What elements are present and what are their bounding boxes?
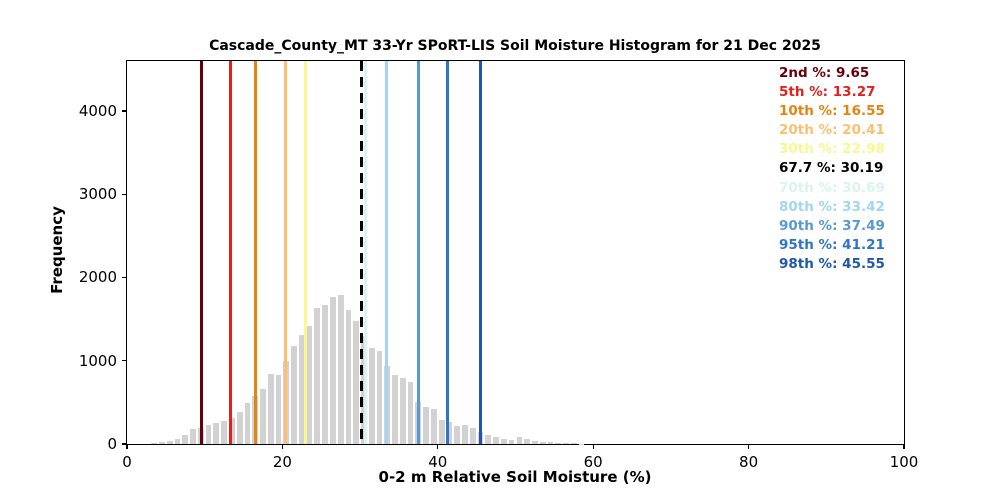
histogram-bar — [532, 440, 538, 444]
histogram-bar — [306, 326, 313, 444]
y-tick — [122, 360, 127, 362]
x-tick — [126, 444, 128, 449]
x-tick-label: 20 — [272, 453, 292, 471]
percentile-line — [254, 61, 258, 444]
histogram-bar — [485, 434, 492, 444]
plot-area: 0 20 40 60 80 100 0 1000 2000 3000 4000 2nd %: 9.65… — [79, 60, 918, 471]
x-tick-label: 40 — [428, 453, 448, 471]
y-tick-label: 0 — [107, 435, 117, 453]
x-tick-label: 80 — [739, 453, 759, 471]
histogram-bar — [260, 389, 266, 444]
histogram-bar — [151, 442, 158, 444]
histogram-bar — [322, 304, 329, 444]
histogram-bar — [182, 435, 189, 444]
legend-entry: 90th %: 37.49 — [779, 217, 885, 234]
histogram-bar — [337, 294, 344, 444]
histogram-bar — [431, 408, 437, 444]
legend-entry: 2nd %: 9.65 — [779, 65, 870, 81]
x-tick — [903, 444, 905, 449]
percentile-line — [445, 61, 449, 444]
x-tick — [281, 444, 283, 449]
x-axis-label: 0-2 m Relative Soil Moisture (%) — [378, 468, 652, 486]
histogram-bar — [493, 436, 499, 444]
x-tick-label: 100 — [889, 453, 919, 471]
y-tick-label: 1000 — [78, 351, 117, 370]
legend-entry: 5th %: 13.27 — [779, 84, 876, 101]
percentile-line — [200, 61, 204, 444]
percentile-line — [479, 61, 483, 444]
histogram-bar — [236, 411, 243, 444]
histogram-bar — [563, 443, 569, 444]
legend-entry: 95th %: 41.21 — [779, 236, 885, 253]
percentile-line — [385, 61, 389, 444]
legend-entry: 98th %: 45.55 — [779, 255, 885, 272]
histogram-bar — [345, 309, 352, 444]
legend-entry: 67.7 %: 30.19 — [779, 160, 884, 177]
histogram-bar — [330, 297, 336, 444]
histogram-bar — [399, 378, 406, 444]
histogram-bar — [516, 437, 523, 444]
x-tick-label: 60 — [583, 453, 603, 471]
histogram-bar — [190, 429, 196, 444]
histogram-bar — [244, 403, 251, 444]
histogram-bar — [555, 442, 562, 444]
y-tick-label: 2000 — [78, 268, 117, 287]
percentile-line — [363, 61, 367, 444]
y-tick — [122, 276, 127, 279]
histogram-bar — [462, 424, 468, 444]
percentile-line — [359, 61, 364, 444]
histogram-bar — [570, 443, 577, 444]
histogram-bar — [275, 374, 282, 444]
x-tick — [437, 444, 439, 449]
histogram-bar — [291, 346, 297, 444]
histogram-bar — [407, 381, 414, 444]
histogram-bar — [500, 439, 507, 444]
y-tick — [122, 110, 127, 112]
histogram-bar — [298, 334, 305, 444]
histogram-bar — [508, 439, 515, 444]
y-tick-label: 4000 — [78, 101, 117, 120]
histogram-bar — [174, 438, 181, 444]
histogram-bar — [547, 442, 554, 444]
y-tick — [122, 193, 127, 195]
legend-entry: 30th %: 22.98 — [779, 141, 885, 158]
histogram-bar — [438, 419, 445, 444]
histogram-bar — [159, 442, 165, 444]
histogram-bar — [314, 307, 321, 444]
histogram-bar — [524, 439, 531, 444]
chart-title: Cascade_County_MT 33-Yr SPoRT-LIS Soil M… — [209, 38, 821, 54]
x-tick — [592, 444, 594, 449]
histogram-bar — [213, 423, 220, 444]
histogram-bar — [368, 347, 375, 444]
x-tick-label: 0 — [122, 453, 132, 471]
x-tick — [748, 444, 750, 449]
histogram-bar — [454, 426, 461, 444]
histogram-bar — [539, 441, 546, 444]
y-axis-label: Frequency — [48, 206, 66, 294]
histogram-bar — [166, 441, 173, 444]
histogram-bar — [376, 351, 383, 444]
legend-entry: 80th %: 33.42 — [779, 198, 885, 215]
y-tick — [122, 443, 127, 445]
y-tick-label: 3000 — [78, 185, 117, 204]
histogram-bar — [469, 427, 476, 444]
legend-entry: 10th %: 16.55 — [779, 103, 885, 120]
legend-entry: 70th %: 30.69 — [779, 179, 885, 196]
percentile-line — [228, 61, 232, 444]
histogram-bar — [229, 417, 235, 444]
legend-entry: 20th %: 20.41 — [779, 122, 885, 139]
percentile-line — [416, 61, 420, 444]
histogram-bar — [267, 374, 274, 444]
percentile-line — [304, 61, 308, 444]
histogram-bar — [446, 421, 453, 444]
percentile-line — [284, 61, 288, 444]
histogram-bar — [423, 406, 430, 444]
histogram-bar — [205, 425, 212, 444]
histogram-bar — [392, 374, 398, 444]
histogram-bar — [353, 321, 360, 444]
legend: 2nd %: 9.65 5th %: 13.27 10th %: 16.55 20th… — [779, 64, 885, 274]
histogram-bar — [221, 421, 227, 444]
